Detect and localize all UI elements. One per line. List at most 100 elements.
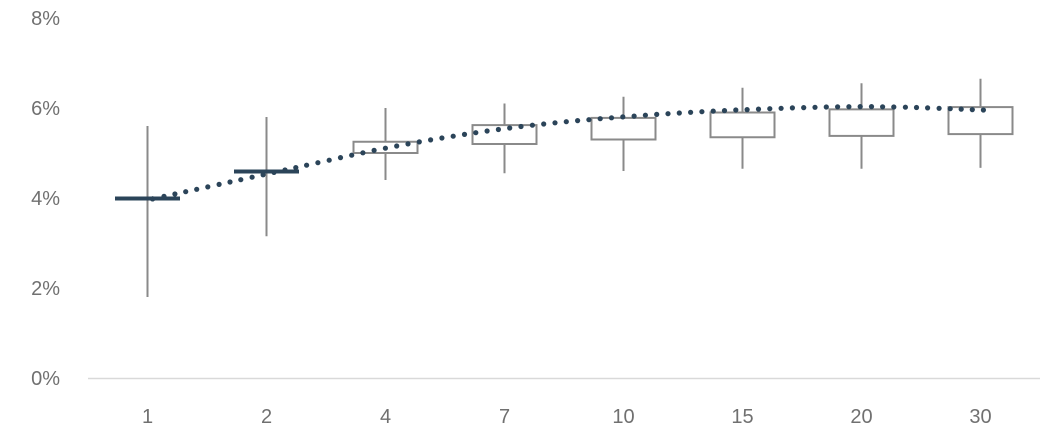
trend-dot [925, 105, 931, 111]
trend-dot [529, 122, 536, 128]
y-tick-label: 6% [31, 98, 60, 120]
trend-dot [518, 123, 524, 130]
trend-dot [428, 137, 434, 143]
trend-dot [947, 106, 953, 112]
trend-dot [282, 167, 288, 173]
y-tick-label: 2% [31, 278, 60, 300]
trend-dot [642, 112, 649, 118]
trend-dot [271, 169, 277, 175]
trend-dot [868, 104, 875, 110]
trend-dot [382, 145, 388, 151]
trend-line-dots [149, 104, 987, 202]
trend-dot [249, 174, 255, 180]
trend-dot [183, 189, 189, 195]
trend-dot [789, 105, 796, 111]
trend-dot [238, 177, 244, 183]
box-30 [947, 78, 1014, 168]
trend-dot [371, 147, 377, 153]
trend-dot [891, 104, 897, 110]
trend-dot [161, 193, 167, 199]
x-tick-label: 15 [731, 406, 753, 428]
box-body [234, 169, 299, 174]
y-tick-label: 8% [31, 8, 60, 30]
trend-dot [688, 109, 694, 115]
trend-dot [778, 105, 784, 111]
trend-dot [450, 133, 456, 139]
trend-dot [575, 118, 581, 124]
trend-dot [755, 106, 762, 112]
box-body [709, 111, 776, 139]
trend-dot [304, 162, 310, 168]
y-axis-tick-labels: 0% 2% 4% 6% 8% [31, 8, 60, 390]
trend-dot [473, 130, 479, 136]
trend-dot [676, 110, 682, 116]
trend-dot [969, 107, 975, 113]
trend-dot [620, 114, 626, 120]
trend-dot [902, 104, 909, 110]
box-series [115, 78, 1014, 297]
x-tick-label: 2 [261, 406, 272, 428]
box-20 [828, 83, 895, 169]
trend-dot [936, 105, 942, 111]
trend-dot [857, 104, 863, 110]
trend-dot [194, 186, 200, 192]
box-7 [471, 103, 538, 174]
trend-dot [172, 191, 178, 197]
trend-dot [586, 117, 592, 123]
trend-dot [552, 120, 558, 126]
x-axis-tick-labels: 1 2 4 7 10 15 20 30 [142, 406, 992, 428]
x-tick-label: 4 [380, 406, 391, 428]
x-tick-label: 7 [499, 406, 510, 428]
trend-dot [260, 172, 266, 178]
trend-dot [880, 104, 886, 110]
trend-dot [835, 104, 841, 110]
box-body [828, 108, 895, 137]
trend-dot [405, 141, 411, 147]
box-1 [115, 126, 180, 297]
box-body [947, 106, 1014, 136]
trend-dot [597, 116, 603, 122]
box-body [590, 116, 657, 141]
trend-dot [507, 125, 513, 131]
x-tick-label: 30 [969, 406, 991, 428]
trend-dot [541, 121, 547, 127]
trend-dot [767, 106, 773, 112]
trend-dot [293, 165, 299, 171]
trend-dot [394, 143, 400, 149]
trend-dot [360, 150, 366, 156]
trend-dot [721, 108, 728, 114]
trend-dot [913, 104, 920, 111]
trend-dot [812, 104, 818, 110]
box-10 [590, 96, 657, 171]
trend-dot [823, 104, 829, 110]
y-tick-label: 0% [31, 368, 60, 390]
box-15 [709, 87, 776, 169]
trend-dot [484, 128, 490, 134]
box-2 [234, 117, 299, 237]
trend-dot [326, 157, 332, 163]
trend-dot [980, 107, 987, 113]
trend-dot [439, 135, 445, 141]
trend-dot [744, 107, 750, 113]
trend-dot [563, 119, 569, 125]
trend-dot [958, 106, 964, 112]
trend-dot [665, 111, 671, 117]
trend-dot [461, 131, 468, 137]
trend-dot [349, 152, 355, 158]
trend-dot [495, 126, 501, 133]
trend-dot [227, 179, 233, 185]
x-tick-label: 10 [612, 406, 634, 428]
x-tick-label: 20 [850, 406, 872, 428]
trend-dot [631, 113, 637, 119]
trend-dot [710, 108, 716, 114]
trend-dot [699, 109, 705, 115]
trend-dot [205, 184, 211, 190]
trend-dot [216, 181, 222, 187]
x-tick-label: 1 [142, 406, 153, 428]
trend-dot [150, 196, 156, 202]
trend-dot [608, 115, 615, 121]
trend-dot [846, 104, 852, 110]
trend-dot [315, 160, 321, 166]
box-body [115, 196, 180, 201]
y-tick-label: 4% [31, 188, 60, 210]
